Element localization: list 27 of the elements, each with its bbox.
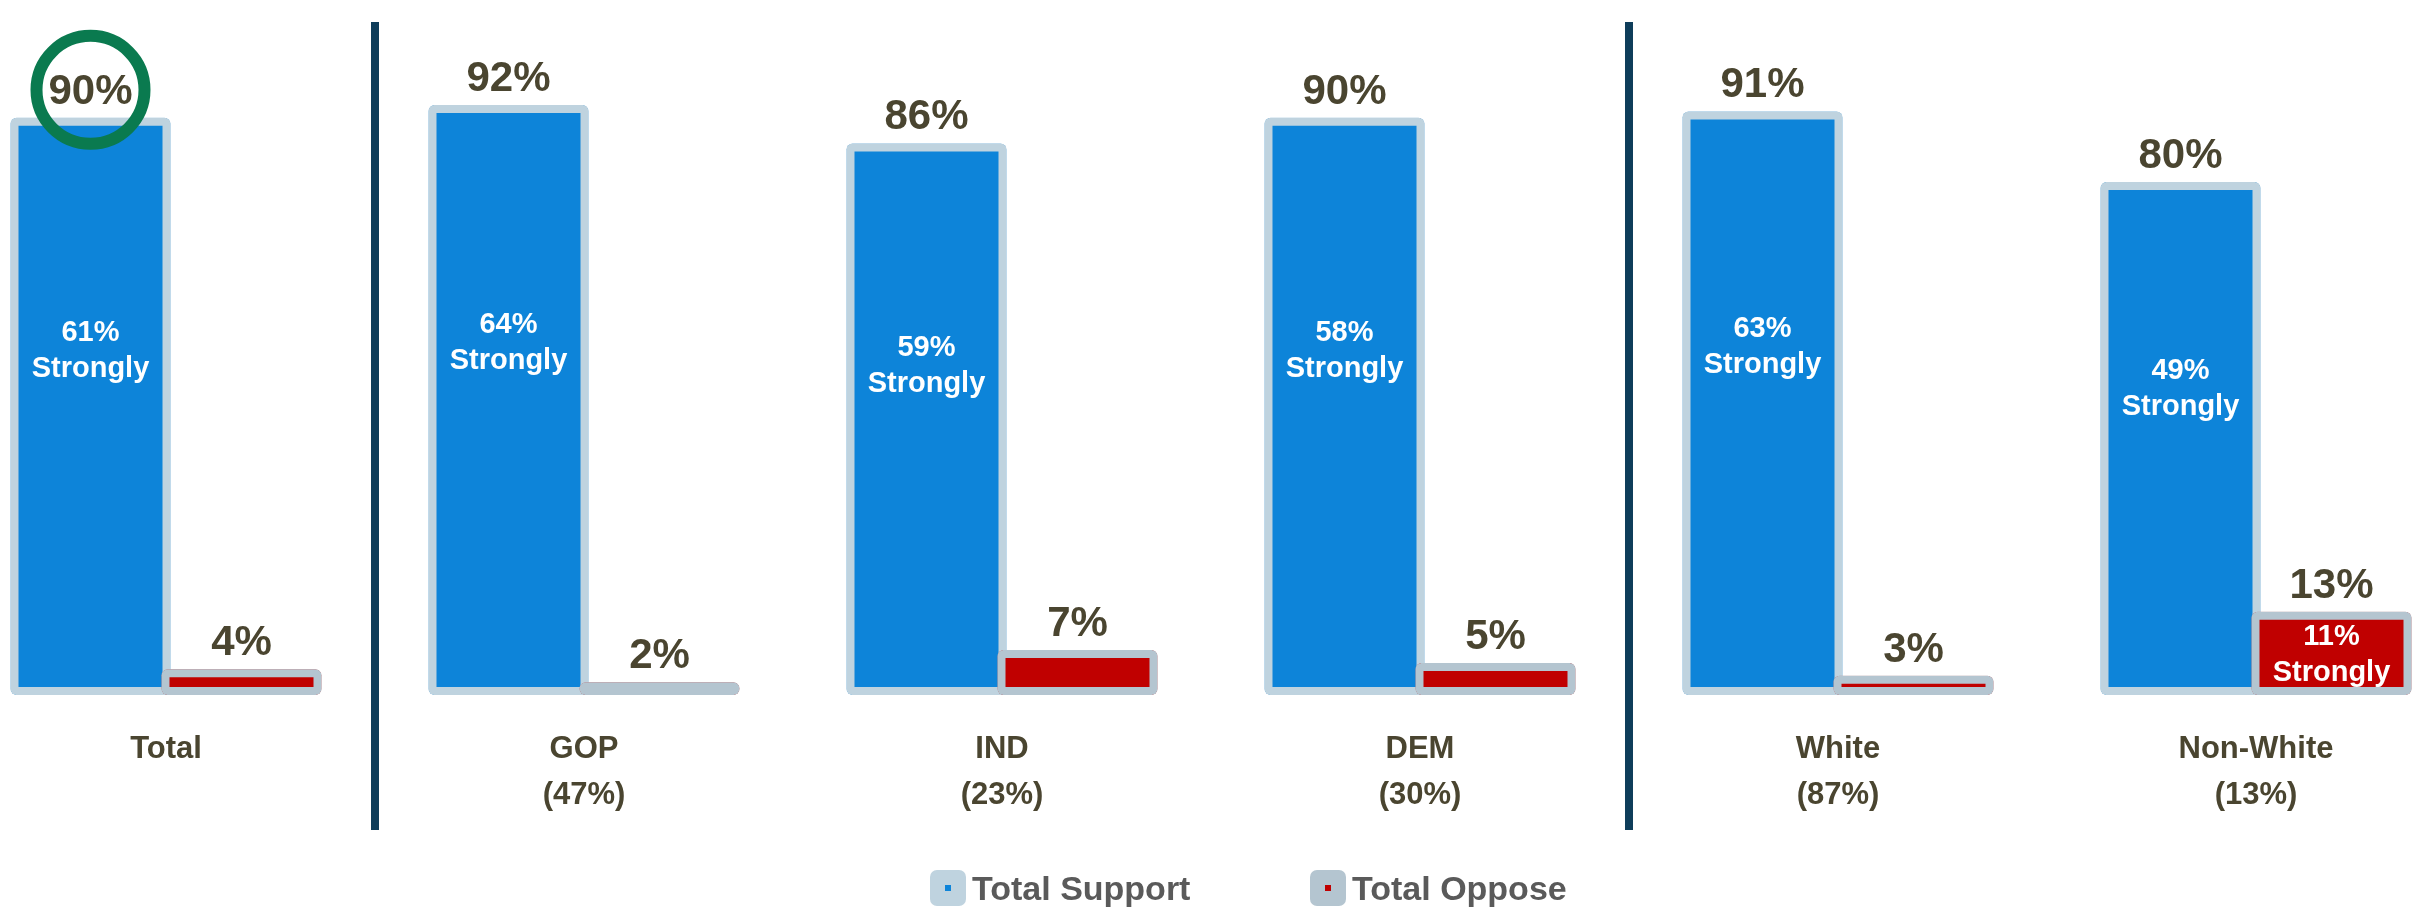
x-tick-label: DEM (30%) [1378,730,1462,811]
data-label: 2% [629,630,690,678]
legend-label: Total Support [972,869,1191,907]
data-label: 80% [2138,129,2223,177]
annotation: 63% Strongly [1703,310,1822,379]
data-label: 90% [48,65,133,113]
x-tick-label: White (87%) [1795,730,1881,811]
data-label: 92% [466,53,551,100]
data-label: 90% [1302,65,1387,113]
x-tick-label: GOP (47%) [542,730,626,811]
data-label: 3% [1883,623,1944,671]
data-label: 5% [1465,610,1526,658]
annotation: 61% Strongly [31,314,150,383]
data-label: 7% [1047,598,1108,646]
data-label: 4% [211,617,272,665]
legend-label: Total Oppose [1352,869,1567,907]
data-label: 13% [2289,559,2374,607]
data-label: 86% [884,91,969,139]
annotation: 11% Strongly [2272,619,2391,688]
annotation: 64% Strongly [449,307,568,375]
annotation: 49% Strongly [2121,353,2240,422]
annotation: 58% Strongly [1285,314,1404,383]
x-tick-label: Total [130,730,202,765]
x-tick-label: Non-White (13%) [2178,730,2334,811]
data-label: 91% [1720,59,1805,107]
annotation: 59% Strongly [867,330,986,399]
x-tick-label: IND (23%) [960,730,1044,811]
